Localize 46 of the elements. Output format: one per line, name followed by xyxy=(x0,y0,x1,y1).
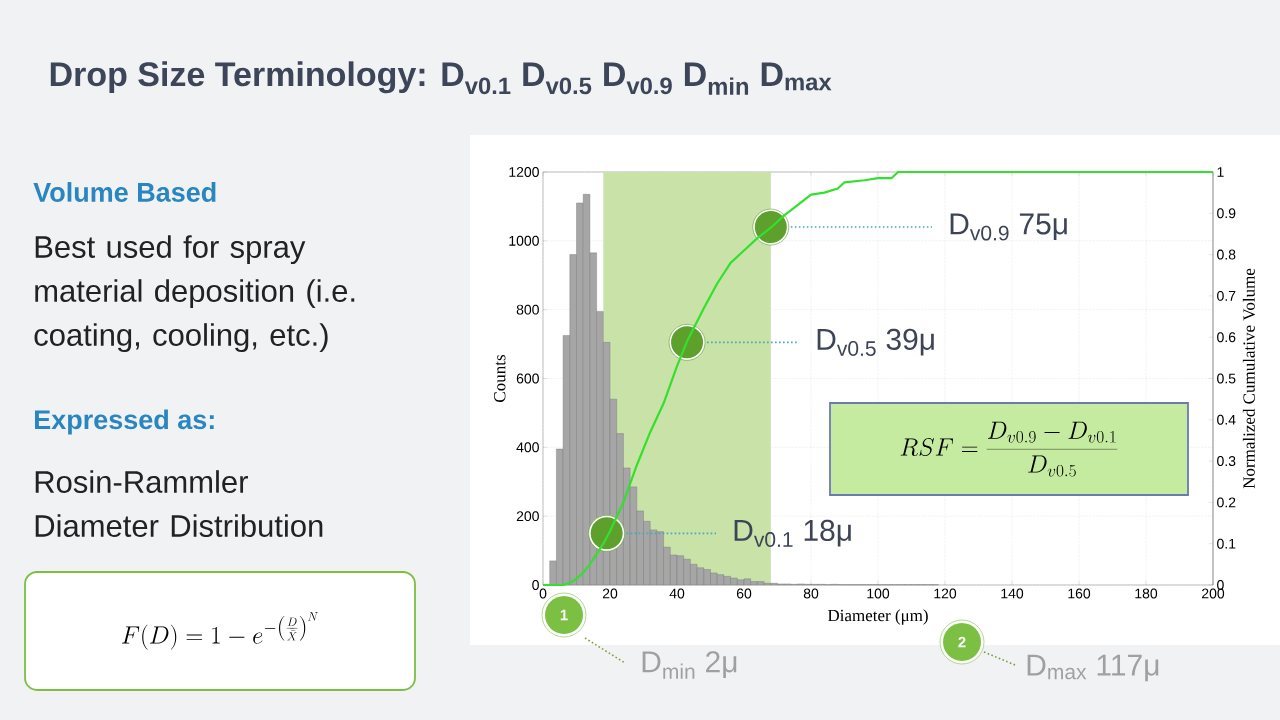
x-tick-label: 120 xyxy=(934,588,957,599)
text: $F(D) = 1 - e^{-\left(\frac{D}{\bar{\bar{X}}}\right)^{N}}$ xyxy=(121,612,318,650)
y-tick-label: 1000 xyxy=(509,235,539,246)
y-tick-label: 400 xyxy=(516,442,539,453)
y2-tick-label: 0.6 xyxy=(1217,332,1236,343)
annotation: D$_{v0.9}$ 75μ xyxy=(950,213,1067,241)
x-tick-label: 140 xyxy=(1001,588,1024,599)
x-tick-label: 160 xyxy=(1068,588,1091,599)
y2-tick-label: 1 xyxy=(1217,167,1224,177)
y-tick-label: 200 xyxy=(516,511,539,522)
y-tick-label: 600 xyxy=(516,373,539,384)
text: 1 xyxy=(560,609,568,621)
x-tick-label: 100 xyxy=(867,588,890,599)
text: D$_{min}$ 2μ xyxy=(642,651,737,679)
annotation: $RSF = \frac{D_{v0.9} - D_{v0.1}}{D_{v0.5}}$ xyxy=(900,421,1118,477)
y2-tick-label: 0.5 xyxy=(1217,373,1236,384)
x-tick-label: 0 xyxy=(539,588,547,599)
y2-tick-label: 0.4 xyxy=(1217,414,1236,425)
y2-tick-label: 0.8 xyxy=(1217,249,1236,260)
x-tick-label: 20 xyxy=(602,588,618,599)
annotation: D$_{v0.5}$ 39μ xyxy=(817,328,934,356)
x-tick-label: 40 xyxy=(669,588,685,599)
y2-tick-label: 0 xyxy=(1217,580,1224,590)
x-tick-label: 60 xyxy=(736,588,752,599)
chart-title: Drop Size Terminology: D$_{v0.1}$ D$_{v0.5}$ D$_{v0.9}$ D$_{min}$ D$_{max}$ xyxy=(50,61,832,95)
text: Best used for spray material deposition (i.e. coating, cooling, etc.) xyxy=(34,235,355,353)
y2-tick-label: 0.1 xyxy=(1217,538,1236,549)
y-tick-label: 1200 xyxy=(509,167,539,177)
x-tick-label: 80 xyxy=(803,588,819,599)
text: Rosin-Rammler Diameter Distribution xyxy=(35,470,323,537)
y-axis-title: Counts xyxy=(494,355,506,402)
x-axis-title: Diameter (μm) xyxy=(827,609,928,625)
y2-tick-label: 0.7 xyxy=(1217,290,1236,301)
text: Expressed as: xyxy=(35,409,214,435)
text: D$_{max}$ 117μ xyxy=(1027,654,1159,682)
y-tick-label: 0 xyxy=(532,580,539,590)
annotation: D$_{v0.1}$ 18μ xyxy=(734,519,851,547)
x-tick-label: 180 xyxy=(1135,588,1158,599)
text: Volume Based xyxy=(33,182,216,202)
y2-tick-label: 0.9 xyxy=(1217,208,1236,219)
text: 2 xyxy=(958,636,966,648)
y2-tick-label: 0.2 xyxy=(1217,497,1236,508)
y-tick-label: 800 xyxy=(516,304,539,315)
x-tick-label: 200 xyxy=(1202,588,1225,599)
y2-tick-label: 0.3 xyxy=(1217,456,1236,467)
y2-axis-title: Normalized Cumulative Volume xyxy=(1242,268,1255,489)
